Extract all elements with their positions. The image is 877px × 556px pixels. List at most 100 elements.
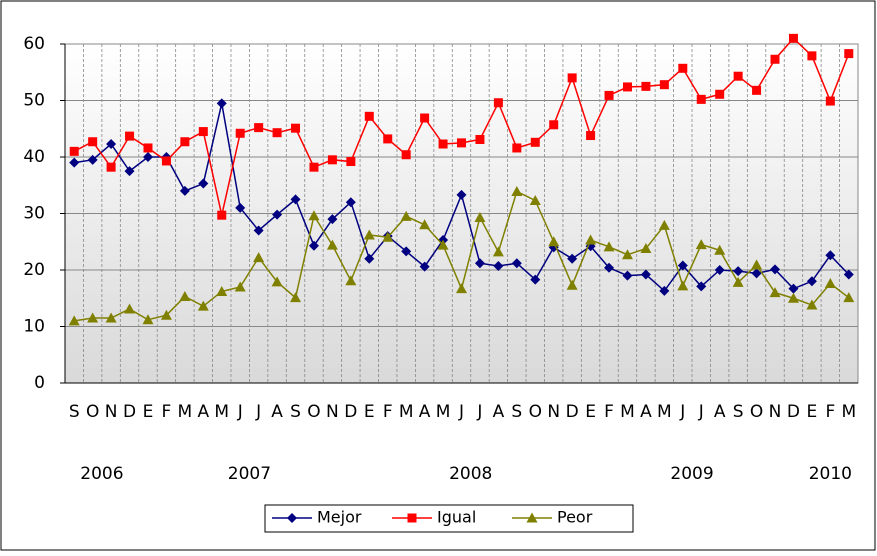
marker xyxy=(216,98,227,109)
y-tick-label: 30 xyxy=(23,204,45,224)
year-label: 2006 xyxy=(80,464,123,484)
marker xyxy=(161,156,171,166)
marker xyxy=(641,81,651,91)
x-tick-label: O xyxy=(307,402,320,422)
marker xyxy=(530,274,541,285)
marker xyxy=(844,49,854,59)
marker xyxy=(622,270,633,281)
marker xyxy=(456,189,467,200)
marker xyxy=(843,292,855,303)
marker xyxy=(604,90,614,100)
marker xyxy=(493,98,503,108)
marker xyxy=(659,285,670,296)
x-tick-label: F xyxy=(383,402,393,422)
marker xyxy=(622,82,632,92)
marker xyxy=(105,312,117,323)
x-tick-label: O xyxy=(86,402,99,422)
marker xyxy=(530,137,540,147)
x-tick-label: M xyxy=(399,402,414,422)
y-tick-label: 0 xyxy=(34,373,45,393)
marker xyxy=(585,234,597,245)
marker xyxy=(401,246,412,257)
marker xyxy=(715,89,725,99)
marker xyxy=(788,33,798,43)
x-tick-label: M xyxy=(436,402,451,422)
marker xyxy=(824,278,836,289)
marker xyxy=(364,253,375,264)
marker xyxy=(308,210,320,221)
marker xyxy=(69,146,79,156)
marker xyxy=(825,96,835,106)
x-tick-label: M xyxy=(178,402,193,422)
year-label: 2007 xyxy=(228,464,271,484)
x-tick-label: D xyxy=(123,402,136,422)
marker xyxy=(806,276,817,287)
year-label: 2010 xyxy=(809,464,852,484)
marker xyxy=(770,264,781,275)
x-tick-label: N xyxy=(105,402,118,422)
marker xyxy=(457,138,466,148)
marker xyxy=(401,150,411,160)
marker xyxy=(326,239,338,250)
x-tick-label: O xyxy=(750,402,763,422)
x-tick-label: S xyxy=(733,402,744,422)
year-label: 2008 xyxy=(449,464,492,484)
marker xyxy=(198,127,208,137)
y-tick-label: 20 xyxy=(23,260,45,280)
marker xyxy=(142,152,153,162)
marker xyxy=(383,134,393,144)
marker xyxy=(474,211,486,222)
marker xyxy=(567,253,578,264)
marker xyxy=(287,513,297,523)
marker xyxy=(87,154,98,165)
marker xyxy=(659,80,669,90)
marker xyxy=(253,225,264,236)
x-tick-label: J xyxy=(698,402,704,422)
marker xyxy=(253,252,265,263)
marker xyxy=(217,210,227,220)
marker xyxy=(526,512,538,523)
marker xyxy=(327,155,337,165)
marker xyxy=(456,283,467,294)
y-tick-label: 40 xyxy=(23,147,45,167)
marker xyxy=(695,239,707,250)
marker xyxy=(511,258,522,269)
marker xyxy=(733,266,744,277)
x-tick-label: A xyxy=(271,402,283,422)
marker xyxy=(492,246,504,257)
marker xyxy=(290,194,301,205)
marker xyxy=(640,269,651,280)
x-tick-label: J xyxy=(458,402,464,422)
marker xyxy=(621,249,633,260)
marker xyxy=(216,285,228,296)
marker xyxy=(807,51,817,61)
marker xyxy=(825,250,836,261)
marker xyxy=(308,240,319,251)
marker xyxy=(475,134,485,144)
x-tick-label: D xyxy=(344,402,357,422)
x-tick-label: M xyxy=(841,402,856,422)
marker xyxy=(272,128,282,138)
x-tick-label: S xyxy=(511,402,522,422)
marker xyxy=(235,202,246,213)
marker xyxy=(586,131,596,141)
x-tick-label: J xyxy=(476,402,482,422)
marker xyxy=(843,269,854,280)
marker xyxy=(770,54,780,64)
x-tick-label: A xyxy=(714,402,726,422)
marker xyxy=(751,268,762,279)
x-tick-label: F xyxy=(825,402,835,422)
x-tick-label: A xyxy=(493,402,505,422)
marker xyxy=(364,111,374,121)
x-tick-label: D xyxy=(787,402,800,422)
marker xyxy=(604,262,615,273)
x-tick-label: F xyxy=(604,402,614,422)
marker xyxy=(180,137,190,147)
y-tick-label: 10 xyxy=(23,317,45,337)
marker xyxy=(254,123,264,133)
marker xyxy=(309,162,319,172)
x-tick-label: A xyxy=(197,402,209,422)
marker xyxy=(696,281,707,292)
x-tick-label: E xyxy=(585,402,596,422)
marker xyxy=(124,166,135,177)
